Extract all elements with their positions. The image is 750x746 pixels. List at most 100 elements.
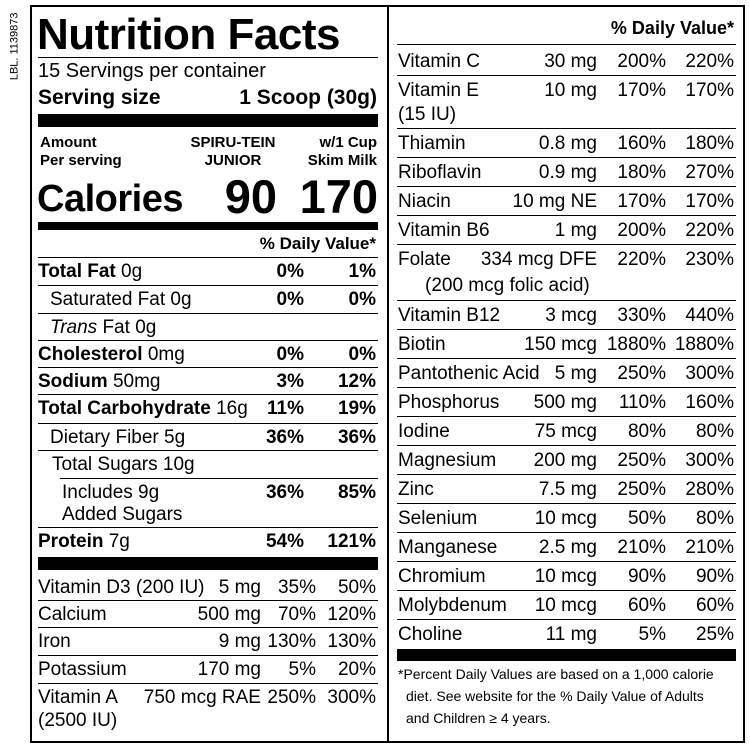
nutrient-row: Sodium 50mg xyxy=(38,371,160,393)
vitamin-amount: 5 mg xyxy=(554,363,597,384)
nutrient-row: Total Carbohydrate 16g xyxy=(38,398,248,420)
vitamin-amount: 500 mg xyxy=(197,604,261,625)
vitamin-name: Phosphorus xyxy=(398,392,500,413)
nutrient-amount: 10g xyxy=(162,454,195,475)
daily-value: 130% xyxy=(267,631,316,652)
nutrient-row: Protein 7g xyxy=(38,531,130,553)
daily-value: 35% xyxy=(277,577,316,598)
rule xyxy=(397,300,736,301)
vitamin-name: Iodine xyxy=(398,421,450,442)
daily-value: 220% xyxy=(685,51,734,72)
footnote: and Children ≥ 4 years. xyxy=(406,710,551,726)
nutrient-amount: 0g xyxy=(170,289,192,310)
rule xyxy=(397,416,736,417)
rule xyxy=(38,340,378,341)
daily-value: 50% xyxy=(337,577,376,598)
vitamin-name: Selenium xyxy=(398,508,478,529)
nutrient-amount: 0g xyxy=(135,317,157,338)
vitamin-name: Vitamin A xyxy=(38,687,118,708)
rule xyxy=(397,329,736,330)
nutrient-name: Total Fat xyxy=(38,261,116,282)
rule xyxy=(38,527,378,528)
nutrient-amount: 5g xyxy=(164,427,186,448)
serving-size-label: Serving size xyxy=(38,86,161,109)
rule xyxy=(397,649,736,661)
nutrient-name: Dietary Fiber xyxy=(50,427,159,448)
rule xyxy=(38,57,378,58)
daily-value: 90% xyxy=(695,566,734,587)
vitamin-amount: 10 mcg xyxy=(534,566,597,587)
vitamin-amount: 75 mcg xyxy=(534,421,597,442)
nutrient-row: Cholesterol 0mg xyxy=(38,344,185,366)
daily-value: 80% xyxy=(695,421,734,442)
daily-value: 200% xyxy=(617,51,666,72)
rule xyxy=(397,157,736,158)
daily-value: 280% xyxy=(685,479,734,500)
rule xyxy=(38,423,378,424)
daily-value: 36% xyxy=(337,427,376,448)
amount-label: Amount xyxy=(40,134,97,151)
rule xyxy=(38,222,378,230)
rule xyxy=(38,313,378,314)
vitamin-name: (2500 IU) xyxy=(38,710,118,731)
calories-value: 170 xyxy=(299,170,378,223)
nutrient-amount: 0g xyxy=(121,261,143,282)
rule xyxy=(38,450,378,451)
daily-value: 1% xyxy=(348,261,376,282)
column-header: SPIRU-TEIN xyxy=(190,134,276,151)
rule xyxy=(397,503,736,504)
daily-value: 20% xyxy=(337,659,376,680)
nutrient-row: Includes 9g xyxy=(62,482,159,504)
daily-value: 250% xyxy=(617,450,666,471)
vitamin-amount: 5 mg xyxy=(218,577,261,598)
vitamin-amount: 200 mg xyxy=(533,450,597,471)
nutrient-name: Includes 9g xyxy=(62,482,160,503)
daily-value-header: % Daily Value* xyxy=(610,18,734,38)
daily-value: 440% xyxy=(685,305,734,326)
nutrient-amount: 16g xyxy=(216,398,248,419)
daily-value: 0% xyxy=(276,344,304,365)
column-header: w/1 Cup xyxy=(319,134,377,151)
rule xyxy=(60,478,378,479)
daily-value: 110% xyxy=(618,392,666,413)
rule xyxy=(38,394,378,395)
daily-value: 170% xyxy=(617,80,666,101)
daily-value: 54% xyxy=(265,531,304,552)
rule xyxy=(38,114,378,127)
daily-value: 170% xyxy=(685,80,734,101)
nutrient-name: Saturated Fat xyxy=(50,289,166,310)
nutrient-name: Protein xyxy=(38,531,104,552)
daily-value: 200% xyxy=(617,220,666,241)
daily-value: 60% xyxy=(695,595,734,616)
vitamin-amount: 150 mcg xyxy=(524,334,597,355)
vitamin-amount: 10 mcg xyxy=(534,508,597,529)
vitamin-name: (15 IU) xyxy=(398,104,457,125)
daily-value: 60% xyxy=(627,595,666,616)
vitamin-amount: 7.5 mg xyxy=(538,479,597,500)
panel-divider xyxy=(387,5,389,743)
rule xyxy=(397,445,736,446)
daily-value: 220% xyxy=(685,220,734,241)
daily-value: 0% xyxy=(348,289,376,310)
vitamin-amount: 334 mcg DFE xyxy=(480,249,597,270)
daily-value: 300% xyxy=(685,363,734,384)
daily-value: 250% xyxy=(267,687,316,708)
nutrient-amount: 7g xyxy=(108,531,130,552)
vitamin-name: Vitamin B6 xyxy=(398,220,490,241)
vitamin-name: Folate xyxy=(398,249,451,270)
rule xyxy=(38,557,378,570)
vitamin-amount: 750 mcg RAE xyxy=(143,687,261,708)
nutrient-name: Sodium xyxy=(38,371,108,392)
nutrient-amount: 0mg xyxy=(147,344,185,365)
daily-value: 0% xyxy=(276,261,304,282)
daily-value: 5% xyxy=(288,659,316,680)
daily-value: 300% xyxy=(685,450,734,471)
side-code: LBL. 1139873 xyxy=(8,12,21,81)
serving-size: 1 Scoop (30g) xyxy=(239,86,377,109)
rule xyxy=(397,561,736,562)
daily-value: 12% xyxy=(337,371,376,392)
vitamin-name: Vitamin B12 xyxy=(398,305,501,326)
calories-label: Calories xyxy=(37,178,183,220)
calories-value: 90 xyxy=(224,170,277,223)
daily-value: 170% xyxy=(617,191,666,212)
